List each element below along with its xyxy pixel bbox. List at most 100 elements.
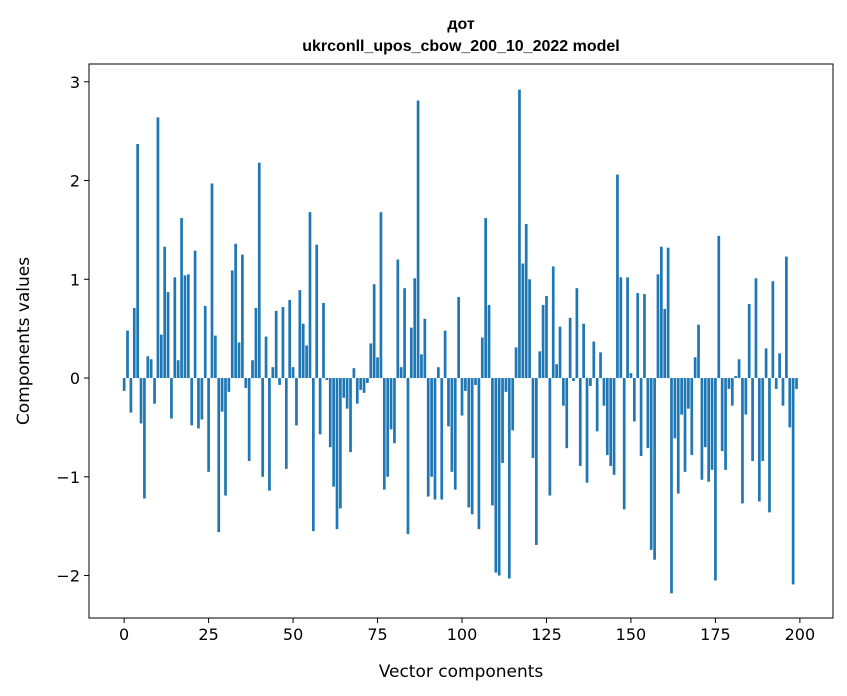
bar-113 <box>504 378 508 392</box>
bar-169 <box>693 357 697 379</box>
y-tick-label: 0 <box>70 369 80 388</box>
bar-4 <box>136 143 140 379</box>
bar-99 <box>457 297 460 379</box>
bar-150 <box>629 373 633 379</box>
bar-36 <box>244 378 248 388</box>
bar-68 <box>352 368 356 379</box>
bar-109 <box>491 378 494 506</box>
bar-148 <box>622 378 626 510</box>
bar-112 <box>501 378 504 463</box>
bar-54 <box>305 345 308 379</box>
bar-162 <box>670 378 673 594</box>
bar-88 <box>420 354 423 379</box>
bar-111 <box>497 378 501 576</box>
bar-52 <box>298 290 302 379</box>
bar-172 <box>703 378 707 448</box>
bar-173 <box>707 378 711 482</box>
bar-189 <box>761 378 765 461</box>
x-tick-label: 75 <box>367 625 387 644</box>
bar-124 <box>541 304 545 379</box>
bar-31 <box>227 378 231 392</box>
bar-198 <box>791 378 795 585</box>
bar-85 <box>409 327 413 379</box>
bar-10 <box>156 117 160 379</box>
bar-180 <box>730 378 734 406</box>
bar-77 <box>382 378 386 490</box>
bar-144 <box>609 378 613 466</box>
bar-25 <box>207 378 210 472</box>
bar-179 <box>727 378 731 389</box>
bar-192 <box>771 281 775 379</box>
bar-129 <box>558 326 562 379</box>
bar-100 <box>460 378 464 416</box>
bar-7 <box>146 356 150 379</box>
bar-185 <box>747 303 751 379</box>
bar-55 <box>308 212 312 379</box>
plot-frame <box>88 63 834 619</box>
bar-183 <box>741 378 744 504</box>
bar-117 <box>518 89 521 379</box>
bar-84 <box>406 378 410 535</box>
bar-146 <box>616 174 619 379</box>
x-tick-label: 175 <box>700 625 731 644</box>
bar-110 <box>494 378 498 573</box>
bar-73 <box>369 343 373 379</box>
bar-119 <box>524 223 528 379</box>
bar-94 <box>440 378 444 500</box>
bar-17 <box>180 218 183 379</box>
bar-142 <box>602 378 606 406</box>
bar-151 <box>632 378 636 422</box>
bar-0 <box>122 378 126 391</box>
bar-45 <box>274 310 278 379</box>
bar-18 <box>183 275 187 379</box>
bar-171 <box>700 378 704 480</box>
bar-9 <box>153 378 156 404</box>
bar-158 <box>656 274 660 379</box>
bar-41 <box>261 378 265 477</box>
bar-102 <box>467 378 471 508</box>
bar-131 <box>565 378 569 449</box>
bar-135 <box>578 378 582 466</box>
bar-176 <box>717 235 721 379</box>
x-axis: 0 25 50 75 100 125 150 175 200 <box>119 618 815 644</box>
bar-120 <box>528 279 531 379</box>
bar-35 <box>241 254 244 379</box>
bar-177 <box>720 378 724 452</box>
bar-174 <box>710 378 714 470</box>
bar-20 <box>190 378 194 426</box>
bar-165 <box>680 378 683 415</box>
bar-11 <box>159 334 163 379</box>
bar-76 <box>379 212 383 379</box>
bar-63 <box>335 378 339 530</box>
x-tick-label: 150 <box>616 625 647 644</box>
bar-74 <box>372 284 376 379</box>
bar-28 <box>217 378 221 533</box>
bar-21 <box>193 250 197 379</box>
bar-145 <box>612 378 616 475</box>
bar-65 <box>342 378 346 398</box>
bar-30 <box>224 378 227 496</box>
bar-190 <box>764 348 768 379</box>
bar-159 <box>660 246 663 379</box>
bar-108 <box>487 304 491 379</box>
bar-104 <box>474 378 477 385</box>
bar-161 <box>666 247 670 379</box>
bar-87 <box>416 100 420 379</box>
bar-170 <box>697 324 700 379</box>
bar-137 <box>585 378 589 483</box>
bar-128 <box>555 364 558 379</box>
bar-2 <box>129 378 133 413</box>
bar-97 <box>450 378 454 472</box>
bar-194 <box>778 353 781 379</box>
bar-83 <box>403 288 406 379</box>
bar-96 <box>447 378 450 427</box>
bar-46 <box>278 378 281 385</box>
bar-37 <box>247 378 251 461</box>
bar-92 <box>433 378 437 500</box>
bar-58 <box>318 378 322 435</box>
bar-123 <box>538 351 542 379</box>
bar-78 <box>386 378 390 477</box>
x-tick-label: 50 <box>283 625 303 644</box>
bar-147 <box>619 277 623 379</box>
